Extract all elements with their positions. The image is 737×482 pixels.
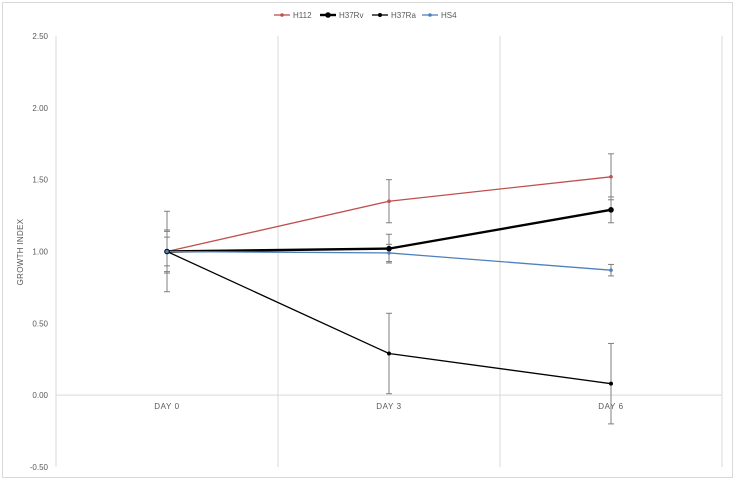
legend-entry-h112: H112 — [274, 11, 312, 20]
data-point-hs4 — [609, 268, 613, 272]
y-tick-label: 0.50 — [32, 319, 48, 328]
data-point-h37rv — [608, 207, 614, 213]
x-tick-labels: DAY 0 DAY 3 DAY 6 — [154, 402, 623, 411]
data-point-h37rv — [386, 245, 392, 252]
legend-label: H37Ra — [391, 11, 416, 20]
legend-marker — [428, 13, 432, 17]
y-tick-label: 2.50 — [32, 32, 48, 41]
legend-entry-h37rv: H37Rv — [320, 11, 363, 20]
y-tick-label: 0.00 — [32, 391, 48, 400]
data-point-hs4 — [387, 251, 391, 255]
legend-marker — [378, 13, 382, 17]
chart-frame — [2, 2, 733, 478]
y-tick-label: 1.00 — [32, 248, 48, 257]
y-tick-label: 2.00 — [32, 104, 48, 113]
series-points — [164, 174, 614, 386]
legend-marker — [280, 13, 284, 17]
x-tick-label: DAY 0 — [154, 402, 179, 411]
x-tick-label: DAY 3 — [376, 402, 401, 411]
legend-label: H112 — [293, 11, 312, 20]
gridlines — [277, 36, 723, 467]
error-bars — [164, 153, 614, 425]
y-tick-label: 1.50 — [32, 176, 48, 185]
legend-label: HS4 — [441, 11, 457, 20]
data-point-h112 — [387, 199, 391, 204]
legend-marker — [325, 12, 331, 18]
legend: H112 H37Rv H37Ra HS4 — [274, 11, 457, 20]
data-point-hs4 — [165, 249, 169, 254]
data-point-h112 — [609, 174, 613, 179]
y-tick-label: -0.50 — [30, 463, 49, 472]
legend-label: H37Rv — [339, 11, 363, 20]
legend-entry-hs4: HS4 — [422, 11, 457, 20]
y-axis-label: GROWTH INDEX — [16, 218, 25, 285]
y-tick-labels: 2.50 2.00 1.50 1.00 0.50 0.00 -0.50 — [30, 32, 49, 472]
legend-entry-h37ra: H37Ra — [372, 11, 416, 20]
data-point-h37ra — [387, 351, 391, 356]
data-point-h37ra — [609, 381, 613, 386]
